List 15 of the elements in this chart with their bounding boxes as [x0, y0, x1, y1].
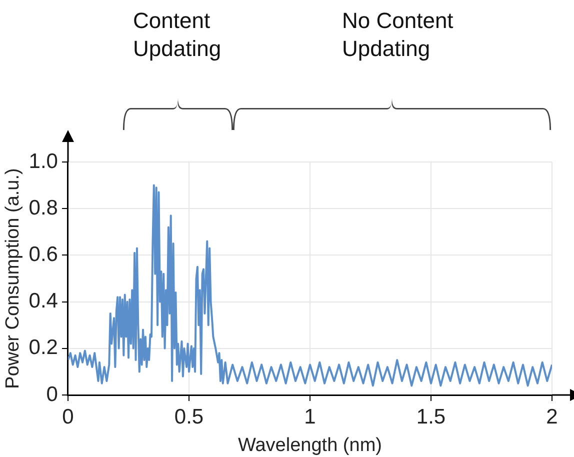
- y-tick-label: 0.4: [28, 290, 58, 313]
- y-tick-label: 0: [46, 382, 58, 406]
- x-tick-label: 0.5: [174, 405, 204, 428]
- x-tick-label: 2: [546, 405, 558, 428]
- x-tick-label: 1: [304, 405, 316, 428]
- x-tick-label: 1.5: [416, 405, 446, 428]
- y-tick-label: 0.8: [28, 196, 58, 220]
- text: Content Updating: [133, 8, 222, 61]
- y-tick-label: 0.6: [28, 242, 58, 266]
- y-axis-title: Power Consumption (a.u.): [2, 168, 24, 389]
- x-axis-title: Wavelength (nm): [238, 434, 382, 456]
- x-tick-label: 0: [62, 405, 74, 428]
- y-tick-label: 1.0: [28, 150, 58, 173]
- y-tick-label: 0.2: [28, 336, 58, 360]
- text: No Content Updating: [342, 8, 454, 61]
